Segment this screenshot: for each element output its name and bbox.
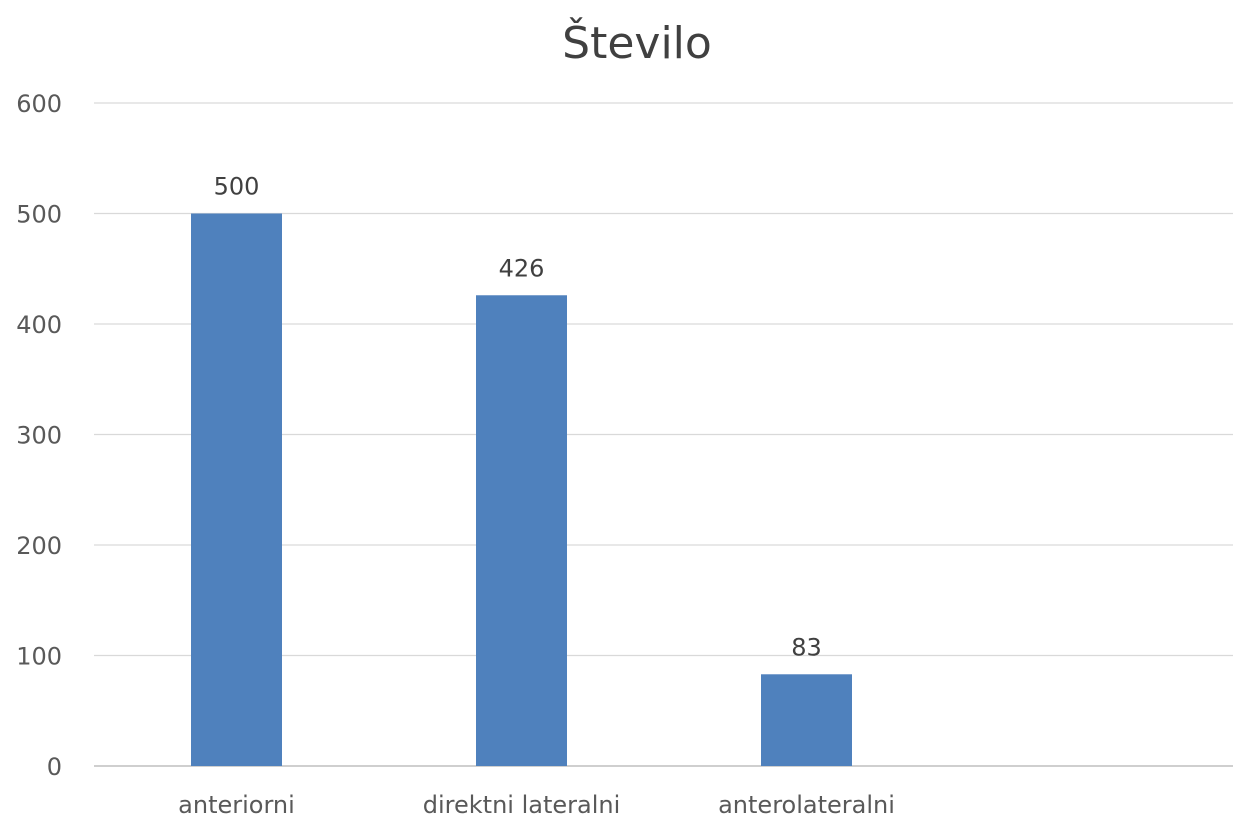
y-axis: 0 100 200 300 400 500 600 <box>16 90 62 781</box>
y-tick-label: 600 <box>16 90 62 118</box>
y-tick-label: 500 <box>16 201 62 229</box>
x-axis: anteriorni direktni lateralni anterolatera… <box>178 791 895 819</box>
bars <box>191 213 852 766</box>
data-label: 83 <box>791 633 822 661</box>
y-tick-label: 0 <box>47 753 62 781</box>
y-tick-label: 400 <box>16 311 62 339</box>
y-tick-label: 100 <box>16 643 62 671</box>
data-label: 426 <box>499 254 545 282</box>
gridlines <box>94 102 1233 767</box>
data-labels: 500 426 83 <box>214 173 822 662</box>
x-tick-label: direktni lateralni <box>423 791 621 819</box>
y-tick-label: 200 <box>16 532 62 560</box>
x-tick-label: anterolateralni <box>718 791 895 819</box>
bar <box>476 295 567 766</box>
y-tick-label: 300 <box>16 422 62 450</box>
x-tick-label: anteriorni <box>178 791 295 819</box>
bar <box>191 213 282 766</box>
data-label: 500 <box>214 173 260 201</box>
bar <box>761 674 852 766</box>
chart-title: Število <box>562 16 712 69</box>
